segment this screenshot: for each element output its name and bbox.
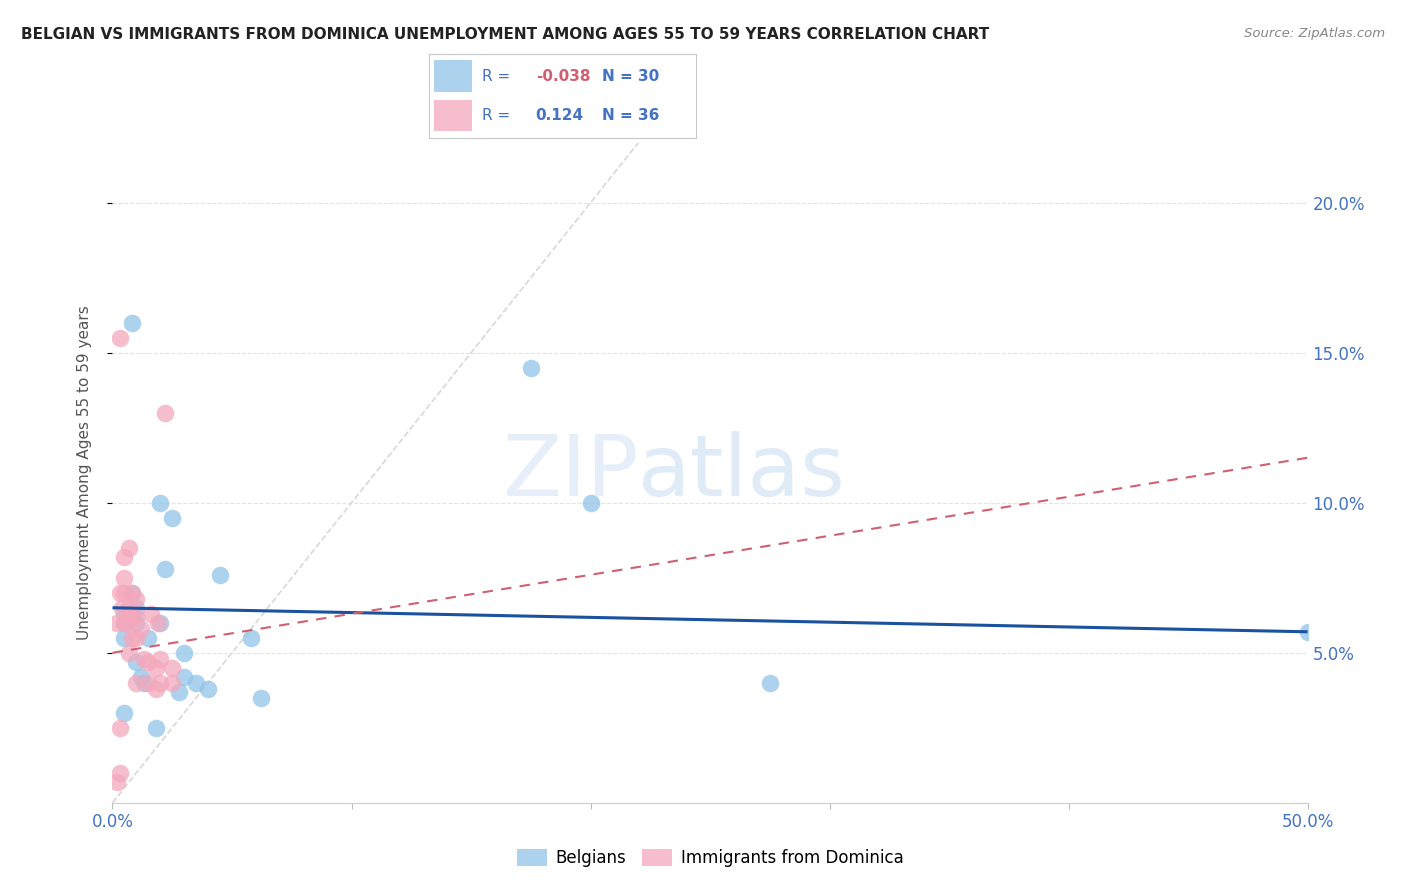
Point: [121, 607, 143, 621]
Point: [149, 652, 172, 666]
Point: [111, 600, 134, 615]
Point: [105, 615, 128, 630]
Point: [114, 615, 135, 630]
Point: [162, 661, 183, 675]
Text: ZIP: ZIP: [502, 431, 638, 515]
Point: [153, 406, 176, 420]
Point: [129, 622, 152, 636]
Point: [125, 615, 148, 630]
Point: [149, 675, 172, 690]
Point: [145, 661, 167, 675]
Text: -0.038: -0.038: [536, 69, 591, 84]
Text: R =: R =: [482, 69, 510, 84]
Point: [115, 607, 138, 621]
Point: [114, 549, 135, 564]
Text: R =: R =: [482, 108, 510, 123]
Point: [138, 655, 160, 669]
Point: [153, 562, 176, 576]
Point: [118, 600, 141, 615]
Point: [114, 615, 135, 630]
Point: [114, 706, 135, 720]
Point: [149, 496, 172, 510]
Point: [146, 615, 169, 630]
Point: [108, 586, 131, 600]
Point: [125, 631, 148, 645]
Text: N = 30: N = 30: [603, 69, 659, 84]
Point: [108, 721, 131, 735]
Point: [125, 655, 148, 669]
Point: [105, 774, 128, 789]
Point: [121, 609, 143, 624]
Point: [121, 316, 143, 330]
Point: [108, 331, 131, 345]
Point: [173, 646, 195, 660]
Point: [118, 541, 141, 555]
Legend: Belgians, Immigrants from Dominica: Belgians, Immigrants from Dominica: [510, 842, 910, 873]
Point: [139, 607, 162, 621]
Point: [125, 591, 148, 606]
Point: [759, 675, 782, 690]
Point: [145, 681, 167, 696]
Point: [132, 675, 155, 690]
Text: 0.124: 0.124: [536, 108, 583, 123]
Bar: [434, 100, 471, 131]
Point: [149, 615, 172, 630]
Point: [121, 586, 143, 600]
Point: [121, 631, 143, 645]
Point: [162, 675, 183, 690]
Point: [125, 600, 148, 615]
Text: N = 36: N = 36: [603, 108, 659, 123]
Point: [145, 721, 167, 735]
Text: BELGIAN VS IMMIGRANTS FROM DOMINICA UNEMPLOYMENT AMONG AGES 55 TO 59 YEARS CORRE: BELGIAN VS IMMIGRANTS FROM DOMINICA UNEM…: [21, 27, 990, 42]
Point: [129, 670, 152, 684]
Point: [169, 685, 191, 699]
Point: [125, 675, 148, 690]
Point: [138, 631, 160, 645]
Text: atlas: atlas: [638, 431, 846, 515]
Point: [208, 567, 231, 582]
Point: [118, 646, 141, 660]
Point: [108, 765, 131, 780]
Text: Source: ZipAtlas.com: Source: ZipAtlas.com: [1244, 27, 1385, 40]
Point: [249, 690, 271, 705]
Point: [240, 631, 263, 645]
Point: [114, 571, 135, 585]
Point: [115, 615, 138, 630]
Point: [125, 609, 148, 624]
Point: [132, 652, 155, 666]
Point: [162, 510, 183, 524]
Point: [121, 586, 143, 600]
Point: [186, 675, 208, 690]
Point: [197, 681, 219, 696]
Point: [114, 586, 135, 600]
Y-axis label: Unemployment Among Ages 55 to 59 years: Unemployment Among Ages 55 to 59 years: [77, 305, 91, 640]
Point: [1296, 624, 1319, 639]
Point: [579, 496, 602, 510]
Point: [114, 607, 135, 621]
Point: [138, 675, 160, 690]
Point: [173, 670, 195, 684]
Bar: [434, 61, 471, 92]
Point: [520, 360, 543, 375]
Point: [114, 631, 135, 645]
